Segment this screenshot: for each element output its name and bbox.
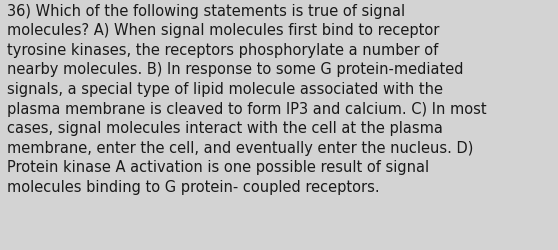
Text: 36) Which of the following statements is true of signal
molecules? A) When signa: 36) Which of the following statements is… bbox=[7, 4, 487, 194]
